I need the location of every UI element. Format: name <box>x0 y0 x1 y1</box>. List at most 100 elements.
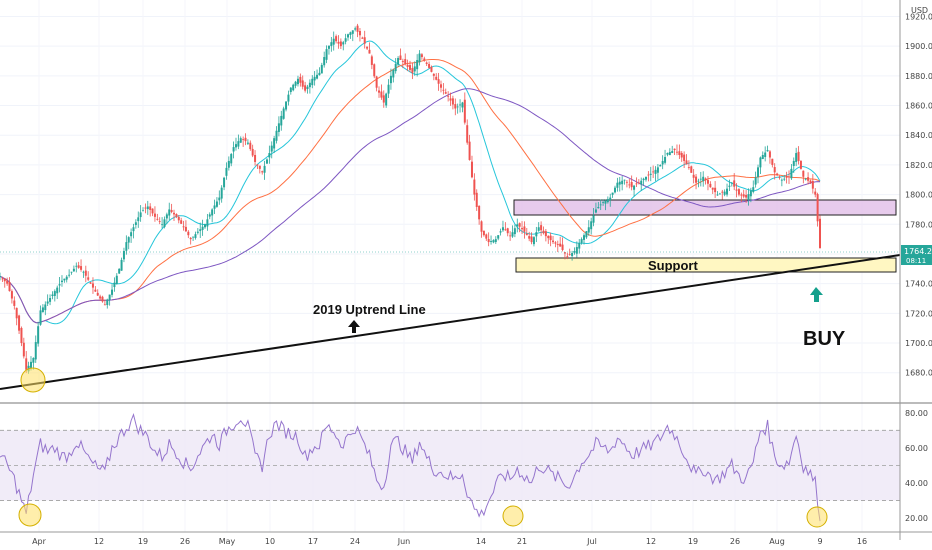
candle <box>351 30 354 42</box>
candle <box>437 72 440 91</box>
candle <box>84 265 87 283</box>
candle <box>287 90 290 106</box>
candle <box>673 148 676 156</box>
candle <box>745 190 748 203</box>
candle <box>425 61 428 67</box>
candle <box>544 229 547 242</box>
candle <box>168 202 171 220</box>
rsi-tick-label: 40.00 <box>905 479 928 488</box>
candle <box>592 208 595 227</box>
candle <box>578 239 581 254</box>
candle <box>542 226 545 235</box>
time-tick-label: 19 <box>688 537 698 546</box>
candle <box>482 230 485 237</box>
candle <box>339 38 342 49</box>
candle <box>611 192 614 198</box>
candle <box>99 294 102 301</box>
candle <box>454 98 457 116</box>
candle <box>68 269 71 278</box>
candle <box>754 171 757 188</box>
uptrend-label: 2019 Uptrend Line <box>313 302 426 317</box>
candle <box>184 220 187 232</box>
candle <box>118 268 121 274</box>
candle <box>337 35 340 49</box>
candle <box>602 199 605 206</box>
candle <box>816 192 819 227</box>
candle <box>70 271 73 275</box>
candle <box>704 177 707 185</box>
candle <box>13 296 16 310</box>
candle <box>740 192 743 203</box>
candle <box>594 202 597 214</box>
price-tick-label: 1700.00 <box>905 339 932 348</box>
candle <box>146 200 149 215</box>
candle <box>659 164 662 167</box>
candle <box>268 145 271 164</box>
candle <box>675 144 678 156</box>
rsi-tick-label: 80.00 <box>905 409 928 418</box>
candle <box>132 223 135 239</box>
candle <box>535 226 538 243</box>
candle <box>89 281 92 284</box>
candle <box>497 235 500 241</box>
candle <box>757 164 760 184</box>
time-tick-label: 19 <box>138 537 148 546</box>
candle <box>618 176 621 192</box>
candle <box>652 165 655 179</box>
candle <box>428 61 431 69</box>
time-tick-label: 16 <box>857 537 867 546</box>
candle <box>165 212 168 224</box>
candle <box>404 53 407 66</box>
candle <box>378 86 381 98</box>
candle <box>3 278 6 288</box>
candle <box>196 228 199 235</box>
current-price-tag[interactable]: 1764.21 08:11 <box>901 245 932 265</box>
candle <box>82 270 85 278</box>
candle <box>473 173 476 201</box>
candle <box>316 69 319 80</box>
candle <box>571 250 574 261</box>
price-tick-label: 1800.00 <box>905 191 932 200</box>
candle <box>306 84 309 94</box>
candle <box>373 63 376 79</box>
candle <box>690 165 693 173</box>
candle <box>625 179 628 188</box>
candle <box>547 235 550 244</box>
price-tick-label: 1740.00 <box>905 280 932 289</box>
candle <box>776 172 779 176</box>
candle <box>485 233 488 241</box>
candle <box>764 146 767 162</box>
candle <box>254 150 257 166</box>
candle <box>137 211 140 228</box>
candle <box>723 189 726 197</box>
candle <box>323 51 326 68</box>
candle <box>349 31 352 39</box>
candle <box>80 259 83 272</box>
candle <box>780 178 783 187</box>
candle <box>644 176 647 182</box>
candle <box>785 171 788 184</box>
candle <box>788 170 791 184</box>
candle <box>249 140 252 151</box>
candle <box>778 175 781 180</box>
candle <box>642 177 645 186</box>
candle <box>654 166 657 182</box>
candle <box>158 217 161 225</box>
candle <box>559 236 562 247</box>
candle <box>34 335 37 363</box>
candle <box>819 215 821 249</box>
candle <box>311 75 314 89</box>
candle <box>142 207 145 212</box>
candle <box>280 110 283 131</box>
candle <box>87 271 90 281</box>
candle <box>15 307 18 326</box>
current-price-countdown: 08:11 <box>906 257 926 265</box>
currency-label: USD <box>911 6 928 15</box>
candle <box>449 92 452 106</box>
candle <box>749 187 752 203</box>
candle <box>661 155 664 170</box>
candle <box>811 174 814 194</box>
candle <box>416 54 419 77</box>
candle <box>244 133 247 146</box>
candle <box>8 277 11 292</box>
